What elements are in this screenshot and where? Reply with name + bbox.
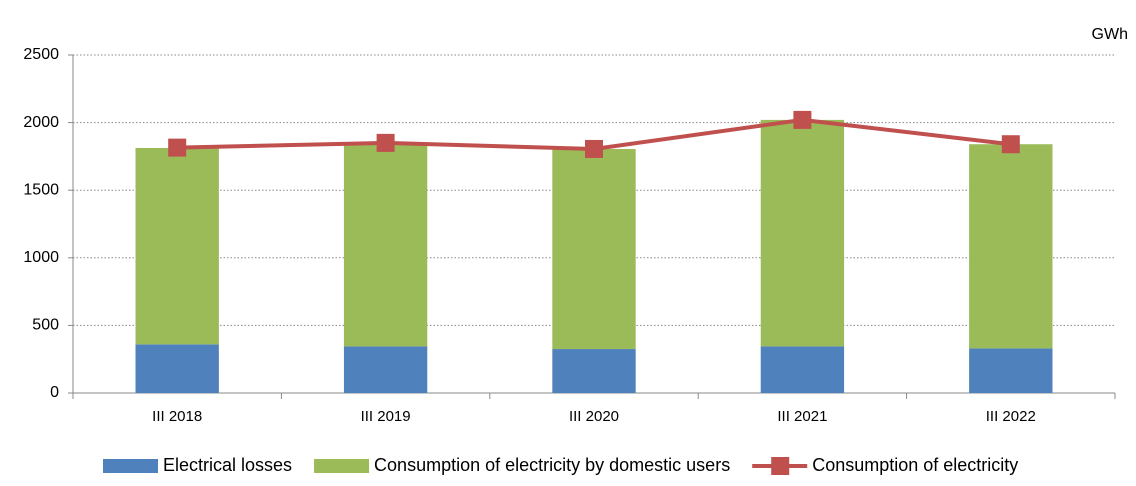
legend-label: Consumption of electricity by domestic u… (374, 455, 730, 475)
bar (552, 349, 636, 393)
marker (168, 138, 187, 157)
bar (760, 119, 845, 347)
y-tick-label: 2500 (23, 46, 59, 63)
bar (760, 346, 845, 393)
x-tick-label: III 2018 (152, 408, 202, 425)
x-tick-label: III 2022 (986, 408, 1036, 425)
x-tick-label: III 2020 (569, 408, 619, 425)
y-tick-label: 0 (50, 384, 59, 401)
y-tick-label: 1500 (23, 181, 59, 198)
y-tick-label: 500 (32, 317, 59, 334)
legend-swatch (314, 459, 370, 473)
marker (376, 133, 395, 152)
legend-swatch (103, 459, 158, 473)
bar (552, 148, 636, 350)
bar (135, 148, 219, 345)
y-tick-label: 2000 (23, 114, 59, 131)
x-tick-label: III 2019 (361, 408, 411, 425)
x-tick-label: III 2021 (777, 408, 827, 425)
marker (585, 139, 603, 158)
marker (793, 110, 812, 129)
legend-label: Consumption of electricity (812, 455, 1018, 475)
bar (969, 348, 1053, 393)
legend-label: Electrical losses (163, 455, 292, 475)
y-tick-label: 1000 (23, 249, 59, 266)
bar (969, 144, 1053, 349)
bar (135, 344, 219, 393)
unit-label: GWh (1092, 26, 1128, 43)
marker (1001, 135, 1020, 154)
bar (343, 346, 428, 393)
legend-swatch (771, 457, 790, 475)
bar (343, 143, 428, 347)
